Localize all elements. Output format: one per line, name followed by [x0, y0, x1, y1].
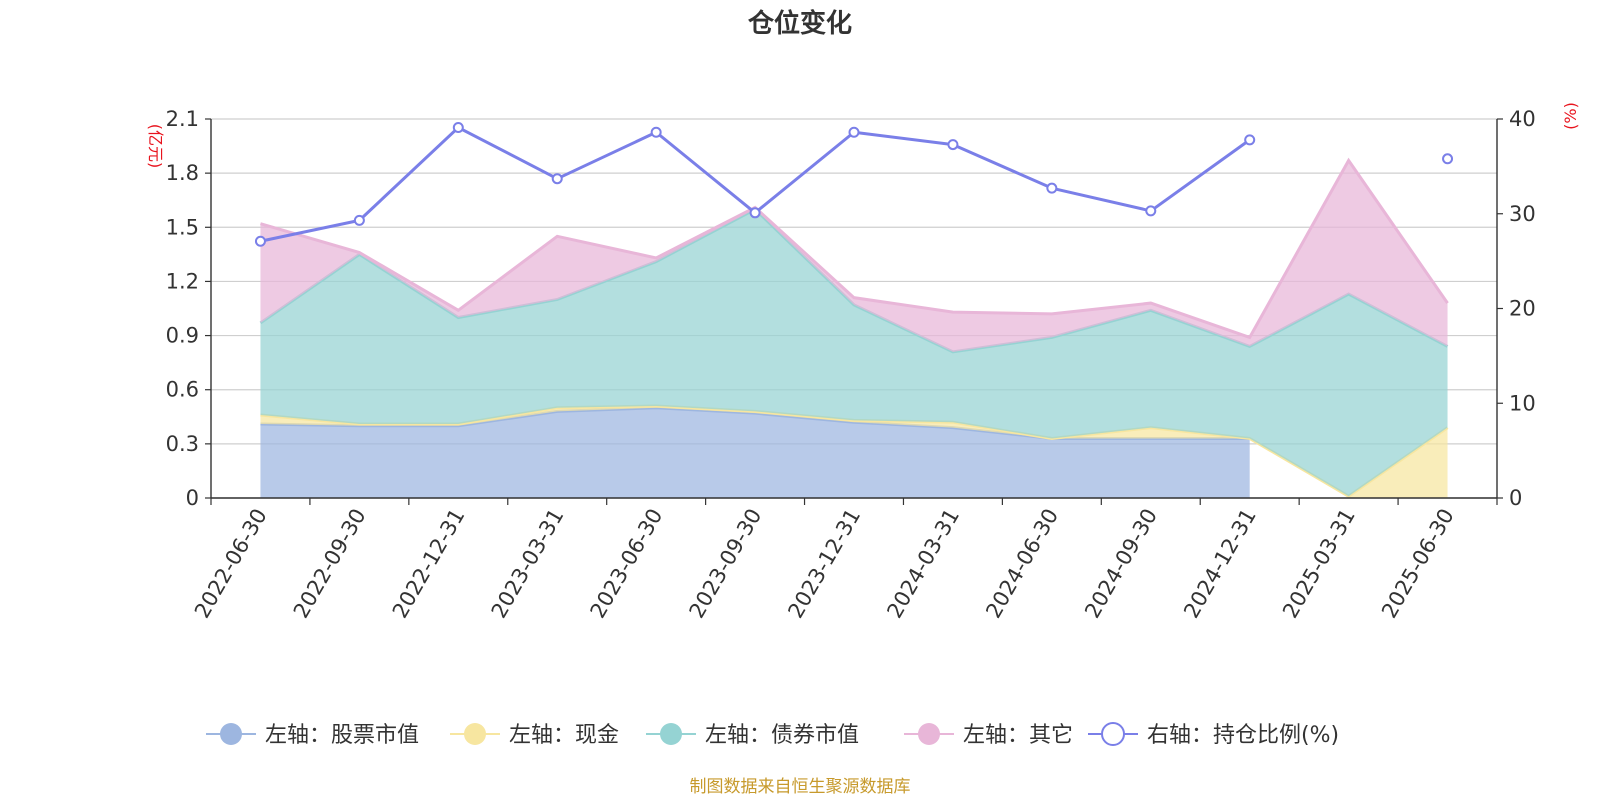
right-tick-label: 30 [1509, 202, 1536, 226]
legend-marker [464, 723, 486, 745]
holding-ratio-point [848, 126, 860, 138]
legend-label: 右轴：持仓比例(%) [1147, 723, 1339, 748]
x-tick-label: 2023-03-31 [487, 505, 569, 623]
holding-ratio-point [749, 207, 761, 219]
left-axis-unit: (亿元) [146, 124, 165, 169]
legend-marker [918, 723, 940, 745]
legend-marker [1101, 722, 1125, 746]
chart-title: 仓位变化 [747, 8, 852, 39]
left-tick-label: 0.9 [166, 324, 199, 348]
line-series [254, 122, 1454, 247]
x-tick-label: 2023-06-30 [586, 505, 668, 623]
left-tick-label: 0 [186, 486, 199, 510]
legend: 左轴：股票市值 左轴：现金 左轴：债券市值 左轴：其它 右轴：持仓比例(%) [206, 722, 1339, 748]
x-tick-label: 2025-03-31 [1278, 505, 1360, 623]
data-source-note: 制图数据来自恒生聚源数据库 [690, 777, 911, 797]
right-tick-label: 10 [1509, 391, 1536, 415]
holding-ratio-point [1244, 134, 1256, 146]
left-tick-label: 1.5 [166, 215, 199, 239]
x-tick-label: 2024-12-31 [1179, 505, 1261, 623]
holding-ratio-point [1046, 182, 1058, 194]
holding-ratio-point [353, 214, 365, 226]
x-tick-label: 2024-09-30 [1080, 505, 1162, 623]
legend-label: 左轴：债券市值 [705, 723, 859, 748]
right-tick-label: 20 [1509, 297, 1536, 321]
x-tick-label: 2023-09-30 [685, 505, 767, 623]
holding-ratio-point [947, 139, 959, 151]
holding-ratio-point [650, 126, 662, 138]
right-axis-unit: (%) [1561, 102, 1580, 130]
right-tick-label: 0 [1509, 486, 1522, 510]
x-tick-label: 2023-12-31 [783, 505, 865, 623]
legend-marker [660, 723, 682, 745]
left-tick-label: 0.3 [166, 432, 199, 456]
left-tick-label: 1.2 [166, 269, 199, 293]
x-tick-label: 2024-06-30 [981, 505, 1063, 623]
holding-ratio-point [1442, 153, 1454, 165]
holding-ratio-point [254, 235, 266, 247]
legend-marker [220, 723, 242, 745]
legend-label: 左轴：股票市值 [265, 723, 419, 748]
x-tick-label: 2022-06-30 [190, 505, 272, 623]
legend-label: 左轴：现金 [509, 723, 619, 748]
left-tick-label: 1.8 [166, 161, 199, 185]
area-top-line [260, 157, 1449, 340]
legend-label: 左轴：其它 [963, 723, 1073, 748]
x-tick-label: 2024-03-31 [882, 505, 964, 623]
area-fill [260, 209, 1448, 497]
x-tick-label: 2022-12-31 [388, 505, 470, 623]
holding-ratio-point [1145, 205, 1157, 217]
x-tick-label: 2022-09-30 [289, 505, 371, 623]
holding-ratio-line [260, 128, 1447, 242]
area-series [259, 157, 1449, 498]
right-tick-label: 40 [1509, 107, 1536, 131]
holding-ratio-point [551, 173, 563, 185]
left-tick-label: 0.6 [166, 378, 199, 402]
left-tick-label: 2.1 [166, 107, 199, 131]
x-tick-label: 2025-06-30 [1377, 505, 1459, 623]
holding-ratio-point [452, 122, 464, 134]
area-fill [260, 407, 1250, 498]
